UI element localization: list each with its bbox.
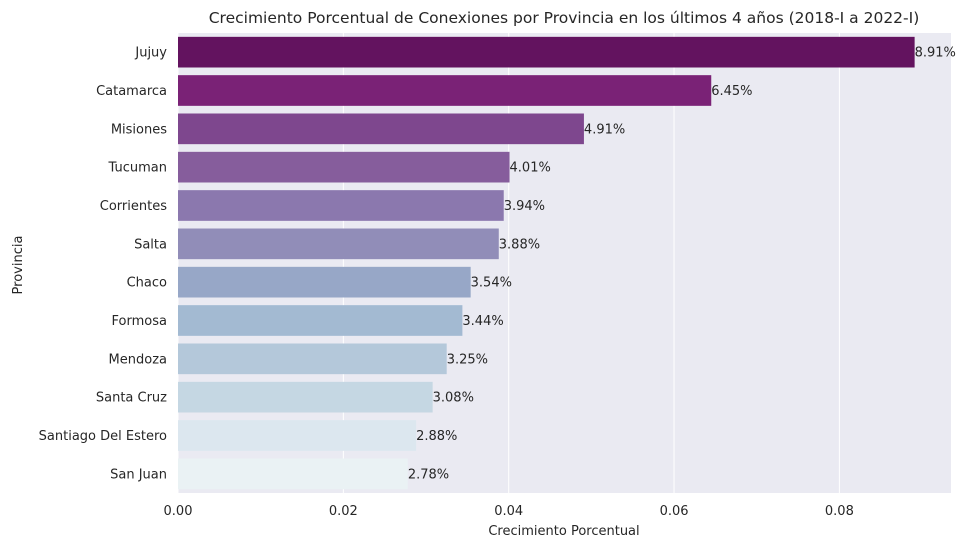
x-tick-label: 0.04	[494, 504, 523, 519]
bar-value-label: 6.45%	[711, 84, 752, 99]
bar-value-label: 2.88%	[416, 429, 457, 444]
y-tick-label: Formosa	[112, 314, 167, 329]
y-tick-label: San Juan	[110, 467, 167, 482]
bar-value-label: 3.44%	[462, 314, 503, 329]
y-tick-label: Misiones	[111, 122, 167, 137]
bars	[178, 36, 915, 490]
plot-area	[178, 33, 951, 493]
bar-value-label: 3.08%	[433, 391, 474, 406]
bar-value-label: 8.91%	[915, 46, 956, 61]
y-tick-label: Corrientes	[100, 199, 167, 214]
x-axis-label: Crecimiento Porcentual	[488, 524, 639, 539]
y-axis-label: Provincia	[11, 236, 26, 295]
y-tick-label: Salta	[134, 237, 167, 252]
bar-catamarca	[178, 75, 712, 106]
y-tick-label: Chaco	[127, 276, 167, 291]
bar-salta	[178, 228, 499, 260]
bar-value-label: 2.78%	[408, 467, 449, 482]
bar-santa-cruz	[178, 381, 433, 413]
bar-value-label: 4.01%	[510, 161, 551, 176]
x-tick-label: 0.00	[164, 504, 193, 519]
bar-mendoza	[178, 343, 447, 375]
bar-value-label: 3.88%	[499, 237, 540, 252]
y-tick-label: Tucuman	[108, 161, 167, 176]
x-tick-label: 0.02	[329, 504, 358, 519]
y-tick-label: Santa Cruz	[96, 391, 167, 406]
gridlines	[177, 33, 840, 493]
x-tick-label: 0.08	[825, 504, 854, 519]
y-tick-label: Jujuy	[134, 46, 167, 61]
y-tick-label: Santiago Del Estero	[39, 429, 167, 444]
bar-value-label: 3.94%	[504, 199, 545, 214]
bar-san-juan	[178, 458, 408, 490]
bar-misiones	[178, 113, 584, 145]
y-tick-labels: Jujuy Catamarca Misiones Tucuman Corrientes S…	[39, 46, 168, 483]
y-tick-label: Mendoza	[109, 352, 167, 367]
chart-title: Crecimiento Porcentual de Conexiones por…	[209, 9, 920, 27]
bar-corrientes	[178, 190, 504, 221]
bar-value-label: 3.54%	[471, 276, 512, 291]
x-tick-labels: 0.00 0.02 0.04 0.06 0.08	[164, 504, 854, 519]
bar-value-label: 4.91%	[584, 122, 625, 137]
bar-santiago-del-estero	[178, 420, 417, 451]
bar-chaco	[178, 266, 471, 298]
bar-value-label: 3.25%	[447, 352, 488, 367]
bar-formosa	[178, 305, 463, 336]
bar-tucuman	[178, 151, 510, 183]
bar-labels: 8.91% 6.45% 4.91% 4.01% 3.94% 3.88% 3.54% 3.44%…	[408, 46, 956, 483]
x-tick-label: 0.06	[660, 504, 689, 519]
bar-jujuy	[178, 36, 915, 68]
y-tick-label: Catamarca	[96, 84, 167, 99]
